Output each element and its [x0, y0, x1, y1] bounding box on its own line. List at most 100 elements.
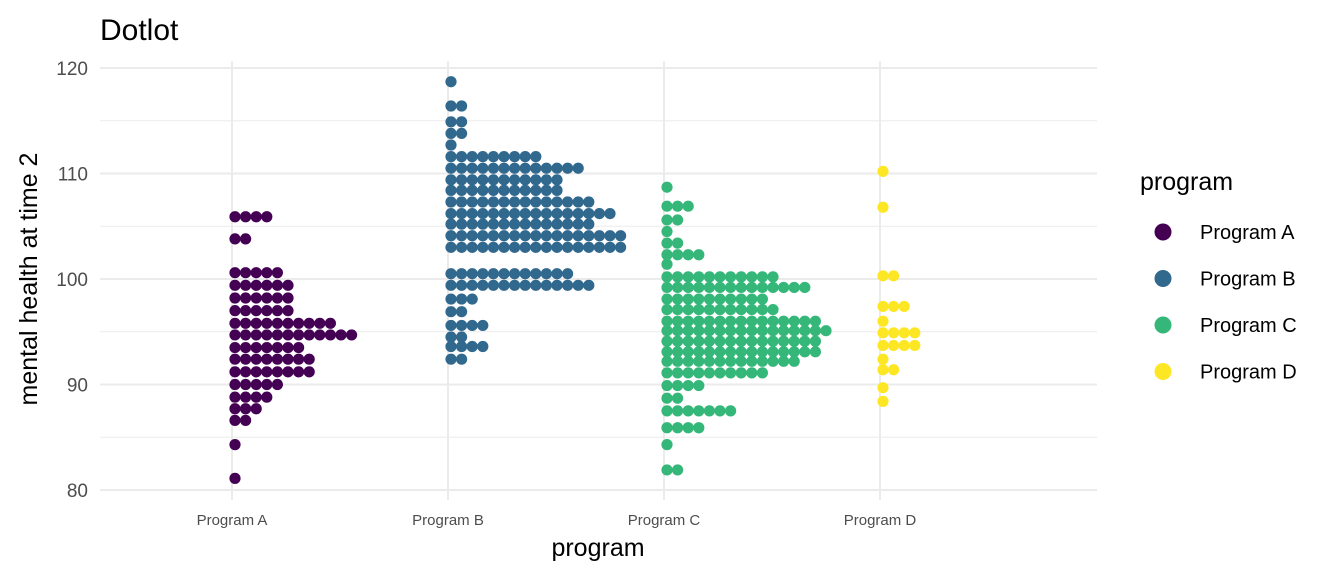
dot-program-c: [746, 367, 758, 379]
dot-program-c: [746, 346, 758, 358]
dot-program-a: [229, 329, 241, 341]
dot-program-c: [746, 293, 758, 305]
dot-program-b: [445, 100, 457, 112]
dot-program-a: [314, 329, 326, 341]
dot-program-c: [756, 303, 769, 316]
dot-program-b: [562, 268, 574, 280]
dot-program-c: [767, 281, 779, 294]
dot-program-a: [282, 353, 294, 365]
legend-label: Program C: [1200, 315, 1297, 337]
dot-program-c: [672, 214, 684, 226]
dot-program-a: [229, 378, 241, 391]
dot-program-b: [466, 196, 478, 208]
dot-program-c: [746, 335, 758, 347]
dot-program-b: [519, 279, 531, 291]
dot-program-b: [445, 184, 457, 196]
dot-program-b: [477, 218, 489, 230]
dot-program-a: [282, 292, 294, 304]
dot-program-c: [703, 346, 716, 358]
dot-program-b: [456, 306, 468, 318]
dot-program-b: [445, 207, 457, 220]
dot-program-c: [661, 237, 673, 249]
dot-program-a: [229, 403, 241, 415]
dot-program-b: [551, 241, 563, 253]
dot-program-b: [593, 230, 606, 242]
dot-program-b: [477, 151, 489, 163]
dot-program-a: [314, 317, 326, 329]
dot-program-c: [682, 379, 694, 392]
dot-program-b: [445, 293, 457, 305]
dot-program-a: [229, 366, 241, 378]
dot-program-a: [240, 353, 252, 365]
dot-program-b: [456, 207, 468, 220]
dot-program-c: [735, 325, 747, 337]
dot-program-c: [735, 271, 747, 283]
dot-program-d: [877, 364, 889, 376]
dot-program-c: [682, 281, 694, 294]
dot-program-c: [661, 303, 673, 316]
dot-program-b: [445, 196, 457, 208]
dot-program-a: [282, 366, 294, 378]
dot-program-c: [672, 303, 684, 316]
dot-program-c: [767, 335, 779, 347]
dot-program-c: [799, 325, 811, 337]
dot-program-a: [240, 391, 252, 403]
dot-program-b: [519, 268, 531, 280]
dot-program-c: [682, 315, 694, 327]
dot-program-c: [672, 315, 684, 327]
dot-program-c: [725, 293, 737, 305]
dot-program-b: [487, 162, 499, 174]
dot-program-c: [703, 355, 716, 367]
dot-program-b: [487, 174, 499, 186]
dot-program-b: [477, 162, 489, 174]
dot-program-b: [572, 241, 584, 253]
dot-program-c: [693, 405, 705, 417]
dot-program-c: [682, 293, 694, 305]
x-axis-title: program: [551, 534, 644, 562]
legend-key-dot: [1154, 223, 1172, 241]
dot-program-c: [778, 325, 790, 337]
dot-program-b: [456, 184, 468, 196]
dot-program-b: [540, 241, 553, 253]
dot-program-b: [466, 319, 478, 332]
dot-program-b: [456, 268, 468, 280]
dot-program-b: [508, 162, 521, 174]
dot-program-c: [725, 325, 737, 337]
dot-program-b: [604, 241, 616, 253]
dot-program-c: [661, 281, 673, 294]
dot-program-c: [725, 405, 737, 417]
dot-program-b: [477, 196, 489, 208]
dot-program-b: [456, 174, 468, 186]
dot-program-a: [250, 329, 262, 341]
dot-program-c: [672, 281, 684, 294]
dot-program-c: [661, 225, 673, 238]
dot-program-a: [293, 317, 305, 329]
dot-program-a: [261, 211, 273, 223]
dot-program-c: [682, 405, 694, 417]
dot-program-c: [756, 293, 769, 305]
dot-program-c: [799, 315, 811, 327]
dot-program-b: [540, 174, 553, 186]
dot-program-b: [477, 319, 489, 332]
dot-program-a: [250, 267, 262, 279]
dot-program-c: [661, 392, 673, 404]
dot-program-c: [672, 335, 684, 347]
dot-program-a: [250, 211, 262, 223]
chart-title: Dotlot: [100, 14, 179, 47]
dot-program-c: [725, 281, 737, 294]
dot-program-b: [551, 184, 563, 196]
dots-layer: [229, 76, 921, 484]
dot-program-b: [540, 268, 553, 280]
dot-program-d: [877, 165, 889, 177]
dot-program-b: [519, 151, 531, 163]
dot-program-c: [693, 303, 705, 316]
dot-program-b: [487, 218, 499, 230]
dot-program-b: [508, 268, 521, 280]
dot-program-c: [661, 271, 673, 283]
dot-program-a: [229, 267, 241, 279]
y-tick-label: 120: [56, 59, 88, 80]
dot-program-b: [487, 151, 499, 163]
dot-program-b: [551, 218, 563, 230]
dot-program-c: [799, 346, 811, 358]
dot-program-c: [703, 303, 716, 316]
